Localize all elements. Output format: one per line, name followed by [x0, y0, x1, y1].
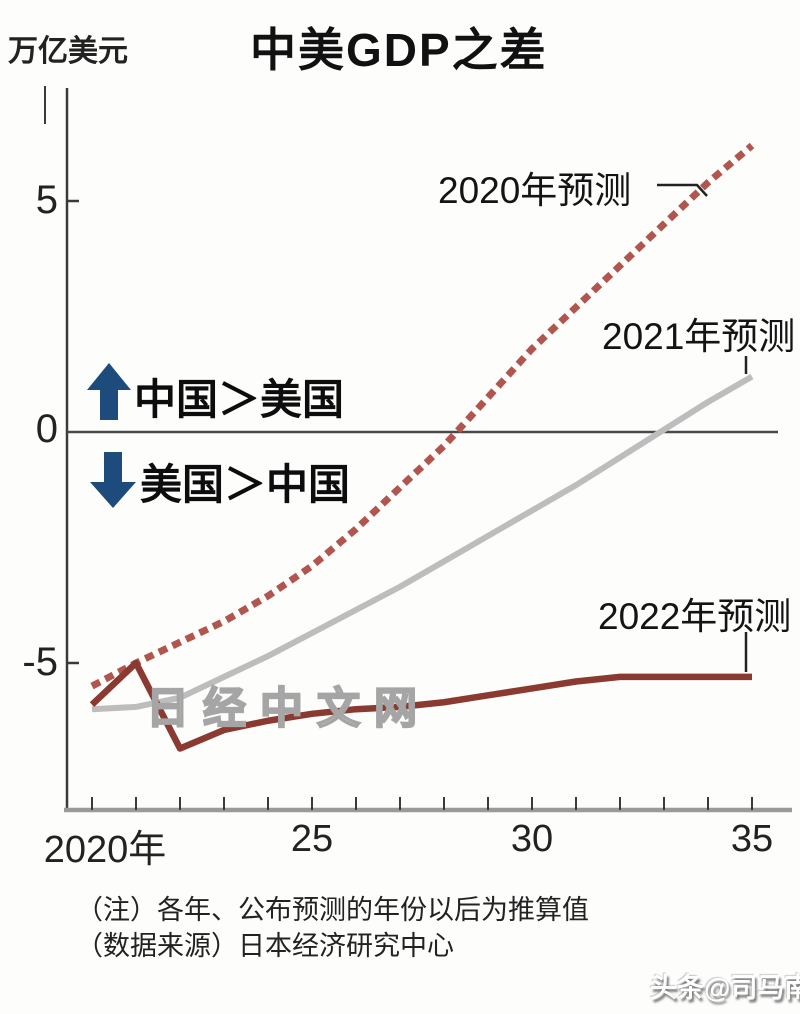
x-tick-label-2030: 30: [510, 818, 554, 860]
annotation-us-gt-china: 美国＞中国: [140, 461, 351, 508]
up-arrow-icon: [87, 363, 131, 420]
series-line-2021-forecast: [91, 373, 754, 713]
footnote-source: （数据来源）日本经济研究中心: [76, 931, 454, 961]
down-arrow-icon: [90, 452, 136, 508]
y-tick-label-5: 5: [35, 178, 58, 222]
x-tick-label-2035: 35: [730, 818, 774, 860]
y-tick-label-neg5: -5: [22, 640, 58, 684]
series-label-2020-forecast: 2020年预测: [438, 170, 632, 211]
footnote-note: （注）各年、公布预测的年份以后为推算值: [76, 895, 589, 925]
series-label-2022-forecast: 2022年预测: [598, 596, 792, 637]
watermark-toutiao-simanan: 头条@司马南: [650, 973, 800, 1003]
series-line-2022-forecast: [89, 659, 752, 752]
x-tick-label-2020: 2020年: [43, 829, 167, 871]
series-label-2021-forecast: 2021年预测: [602, 316, 796, 357]
annotation-china-gt-us: 中国＞美国: [134, 376, 345, 423]
chart-title: 中美GDP之差: [250, 24, 548, 76]
x-tick-label-2025: 25: [290, 818, 334, 860]
callout-line-2020: [657, 183, 708, 197]
y-axis-unit-label: 万亿美元: [8, 35, 128, 68]
watermark-nikkei-chinese: 日经中文网: [145, 684, 431, 734]
series-line-2020-forecast: [90, 142, 755, 690]
y-tick-label-0: 0: [35, 407, 58, 451]
